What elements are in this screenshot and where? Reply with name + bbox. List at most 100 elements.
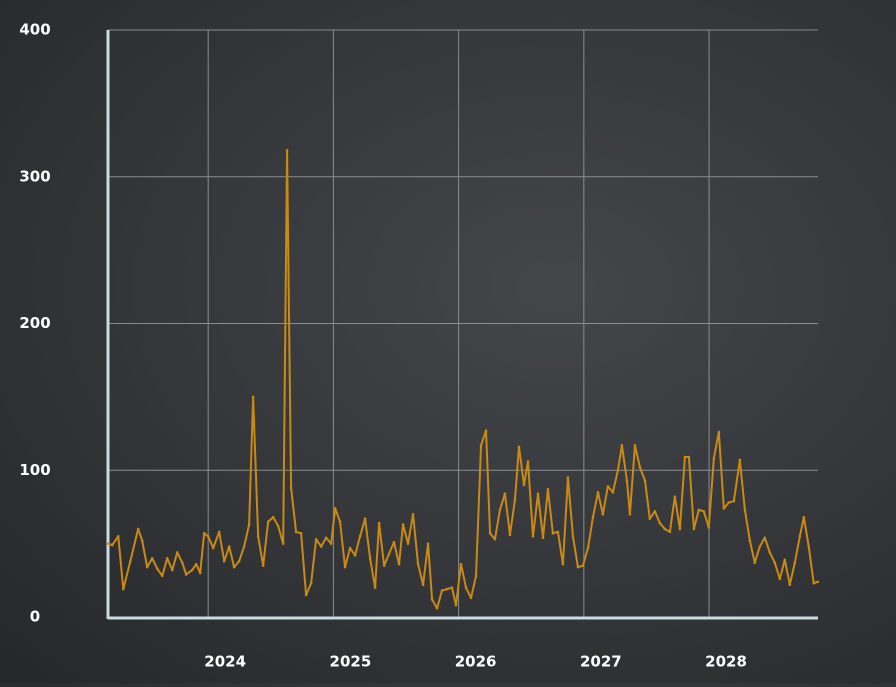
point [324,536,328,540]
y-tick-label: 0 [30,608,40,626]
x-tick-label: 2028 [705,653,747,671]
point [498,508,502,512]
point [712,457,716,460]
point [707,526,711,529]
point [160,574,164,578]
point [227,545,231,548]
point [508,533,512,537]
point [620,444,624,447]
point [459,562,463,566]
point [136,527,140,531]
point [697,508,701,512]
point [276,524,280,528]
point [128,559,132,563]
point [377,521,381,525]
point [488,532,492,535]
point [807,545,811,548]
point [217,530,221,534]
point [314,537,318,541]
x-tick-label: 2027 [580,653,622,671]
line [107,149,819,610]
point [768,551,772,554]
point [566,476,570,479]
point [743,508,747,512]
point [812,581,816,585]
point [450,586,454,589]
point [304,593,308,597]
point [551,532,555,535]
point [702,510,706,513]
point [633,444,637,447]
point [816,580,820,584]
point [788,583,792,587]
point [382,564,386,567]
point [373,586,377,589]
point [513,498,517,501]
point [289,486,293,490]
point [175,551,179,554]
point [392,540,396,544]
point [343,565,347,569]
point [522,483,526,487]
point [738,458,742,462]
point [576,565,580,569]
point [150,557,154,560]
point [546,488,550,491]
point [426,542,430,545]
point [683,455,687,459]
point [421,583,425,587]
point [556,530,560,534]
point [778,577,782,581]
point [531,534,535,538]
point [503,492,507,496]
point [435,606,439,610]
point [110,543,114,547]
point [596,490,600,494]
point [368,557,372,560]
point [678,527,682,531]
point [643,479,647,482]
point [184,573,188,576]
point [616,468,620,472]
point [294,530,298,534]
y-tick-label: 300 [19,167,50,185]
point [397,562,401,566]
y-tick-label: 400 [19,21,50,39]
point [591,515,595,519]
point [242,545,246,548]
point [353,554,357,557]
point [106,542,110,545]
point [606,485,610,488]
point [266,520,270,523]
point [116,534,120,538]
x-tick-label: 2024 [204,653,246,671]
point [358,534,362,538]
point [319,545,323,548]
point [363,517,367,520]
point [581,564,585,567]
point [285,149,289,152]
point [798,534,802,538]
point [299,532,303,535]
point [571,534,575,538]
point [732,499,736,503]
point [190,568,194,572]
point [211,546,215,550]
point [773,561,777,565]
point [586,546,590,550]
point [440,589,444,592]
point [411,512,415,516]
point [329,542,333,545]
point [722,507,726,510]
point [281,542,285,545]
point [247,523,251,526]
point [237,559,241,563]
point [658,521,662,525]
point [445,587,449,591]
point [687,455,691,459]
point [727,501,731,504]
point [611,490,615,494]
point [464,586,468,589]
point [251,395,255,399]
point [309,581,313,585]
